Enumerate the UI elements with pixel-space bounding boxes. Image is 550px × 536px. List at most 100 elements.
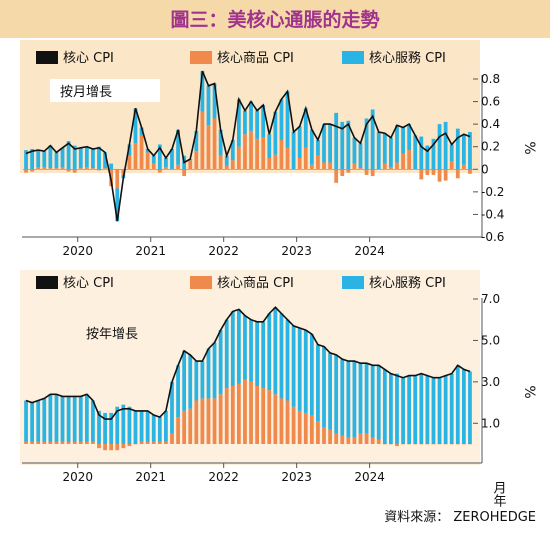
bottom-services-bar	[255, 322, 259, 386]
top-services-bar	[61, 148, 65, 167]
bottom-xtick-label: 2022	[208, 470, 239, 484]
top-services-bar	[419, 137, 423, 170]
bottom-goods-bar	[61, 442, 65, 444]
top-goods-bar	[55, 168, 59, 169]
bottom-services-bar	[462, 369, 466, 444]
bottom-goods-bar	[334, 434, 338, 444]
bottom-services-bar	[346, 361, 350, 438]
bottom-services-bar	[286, 320, 290, 401]
bottom-xtick-label: 2020	[62, 470, 93, 484]
bottom-services-bar	[468, 372, 472, 445]
top-goods-bar	[128, 156, 132, 170]
bottom-services-bar	[328, 353, 332, 430]
top-goods-bar	[328, 163, 332, 170]
top-services-bar	[267, 134, 271, 158]
bottom-goods-bar	[170, 434, 174, 444]
bottom-services-bar	[36, 401, 40, 442]
top-goods-bar	[176, 165, 180, 170]
top-goods-bar	[36, 167, 40, 169]
bottom-services-bar	[365, 363, 369, 433]
bottom-goods-bar	[322, 427, 326, 444]
bottom-y-unit: %	[521, 385, 537, 398]
bottom-goods-bar	[292, 407, 296, 444]
top-goods-bar	[365, 169, 369, 175]
bottom-goods-bar	[42, 442, 46, 444]
legend-core-swatch	[36, 51, 58, 64]
top-goods-bar	[456, 169, 460, 178]
bottom-services-bar	[383, 369, 387, 444]
top-goods-bar	[468, 169, 472, 174]
bottom-goods-bar	[91, 442, 95, 444]
legend-goods-label: 核心商品 CPI	[217, 51, 294, 66]
bottom-goods-bar	[231, 386, 235, 444]
top-goods-bar	[395, 163, 399, 170]
bottom-goods-bar	[346, 438, 350, 444]
top-goods-bar	[146, 152, 150, 169]
bottom-services-bar	[48, 394, 52, 442]
bottom-services-bar	[55, 394, 59, 442]
top-xtick-label: 2022	[208, 244, 239, 258]
top-services-bar	[353, 138, 357, 164]
bottom-services-bar	[201, 361, 205, 398]
top-goods-bar	[134, 143, 138, 169]
bottom-services-bar	[407, 376, 411, 444]
top-goods-bar	[273, 155, 277, 170]
legend-core-label-bottom: 核心 CPI	[63, 276, 114, 291]
top-ytick-label: -0.6	[481, 230, 504, 244]
bottom-goods-bar	[55, 442, 59, 444]
bottom-services-bar	[334, 355, 338, 434]
top-goods-bar	[103, 168, 107, 169]
top-ytick-label: 0.4	[481, 117, 500, 131]
bottom-services-bar	[419, 374, 423, 444]
top-services-bar	[255, 111, 259, 139]
top-goods-bar	[419, 169, 423, 179]
top-services-bar	[298, 126, 302, 158]
legend-goods-swatch	[190, 51, 212, 64]
top-services-bar	[109, 164, 113, 170]
bottom-services-bar	[371, 365, 375, 438]
top-services-bar	[395, 125, 399, 162]
bottom-services-bar	[444, 376, 448, 444]
top-goods-bar	[243, 134, 247, 169]
bottom-services-bar	[207, 349, 211, 399]
top-ytick-label: -0.2	[481, 185, 504, 199]
top-goods-bar	[115, 169, 119, 188]
bottom-services-bar	[249, 320, 253, 382]
top-services-bar	[468, 132, 472, 169]
top-services-bar	[383, 133, 387, 163]
bottom-goods-bar	[188, 409, 192, 444]
bottom-services-bar	[359, 363, 363, 433]
bottom-goods-bar	[213, 398, 217, 444]
top-goods-bar	[310, 165, 314, 170]
bottom-goods-bar	[207, 398, 211, 444]
bottom-goods-bar	[304, 413, 308, 444]
top-services-bar	[207, 86, 211, 126]
bottom-services-bar	[322, 347, 326, 428]
bottom-services-bar	[273, 307, 277, 394]
top-ytick-label: -0.4	[481, 207, 504, 221]
bottom-goods-bar	[164, 442, 168, 444]
chart-title: 圖三：美核心通脹的走勢	[170, 8, 379, 31]
top-goods-bar	[231, 160, 235, 169]
top-goods-bar	[407, 150, 411, 169]
top-services-bar	[48, 146, 52, 169]
top-services-bar	[85, 147, 89, 167]
top-services-bar	[316, 140, 320, 156]
top-goods-bar	[444, 169, 448, 180]
bottom-services-bar	[176, 365, 180, 417]
top-goods-bar	[201, 112, 205, 170]
top-goods-bar	[353, 164, 357, 170]
bottom-services-bar	[316, 345, 320, 422]
bottom-services-bar	[432, 378, 436, 444]
bottom-goods-bar	[280, 398, 284, 444]
bottom-services-bar	[456, 365, 460, 444]
bottom-services-bar	[377, 365, 381, 440]
bottom-services-bar	[128, 407, 132, 444]
top-goods-bar	[401, 153, 405, 169]
bottom-services-bar	[91, 401, 95, 442]
top-goods-bar	[249, 131, 253, 169]
bottom-services-bar	[134, 411, 138, 444]
top-services-bar	[310, 130, 314, 165]
bottom-services-bar	[182, 351, 186, 411]
